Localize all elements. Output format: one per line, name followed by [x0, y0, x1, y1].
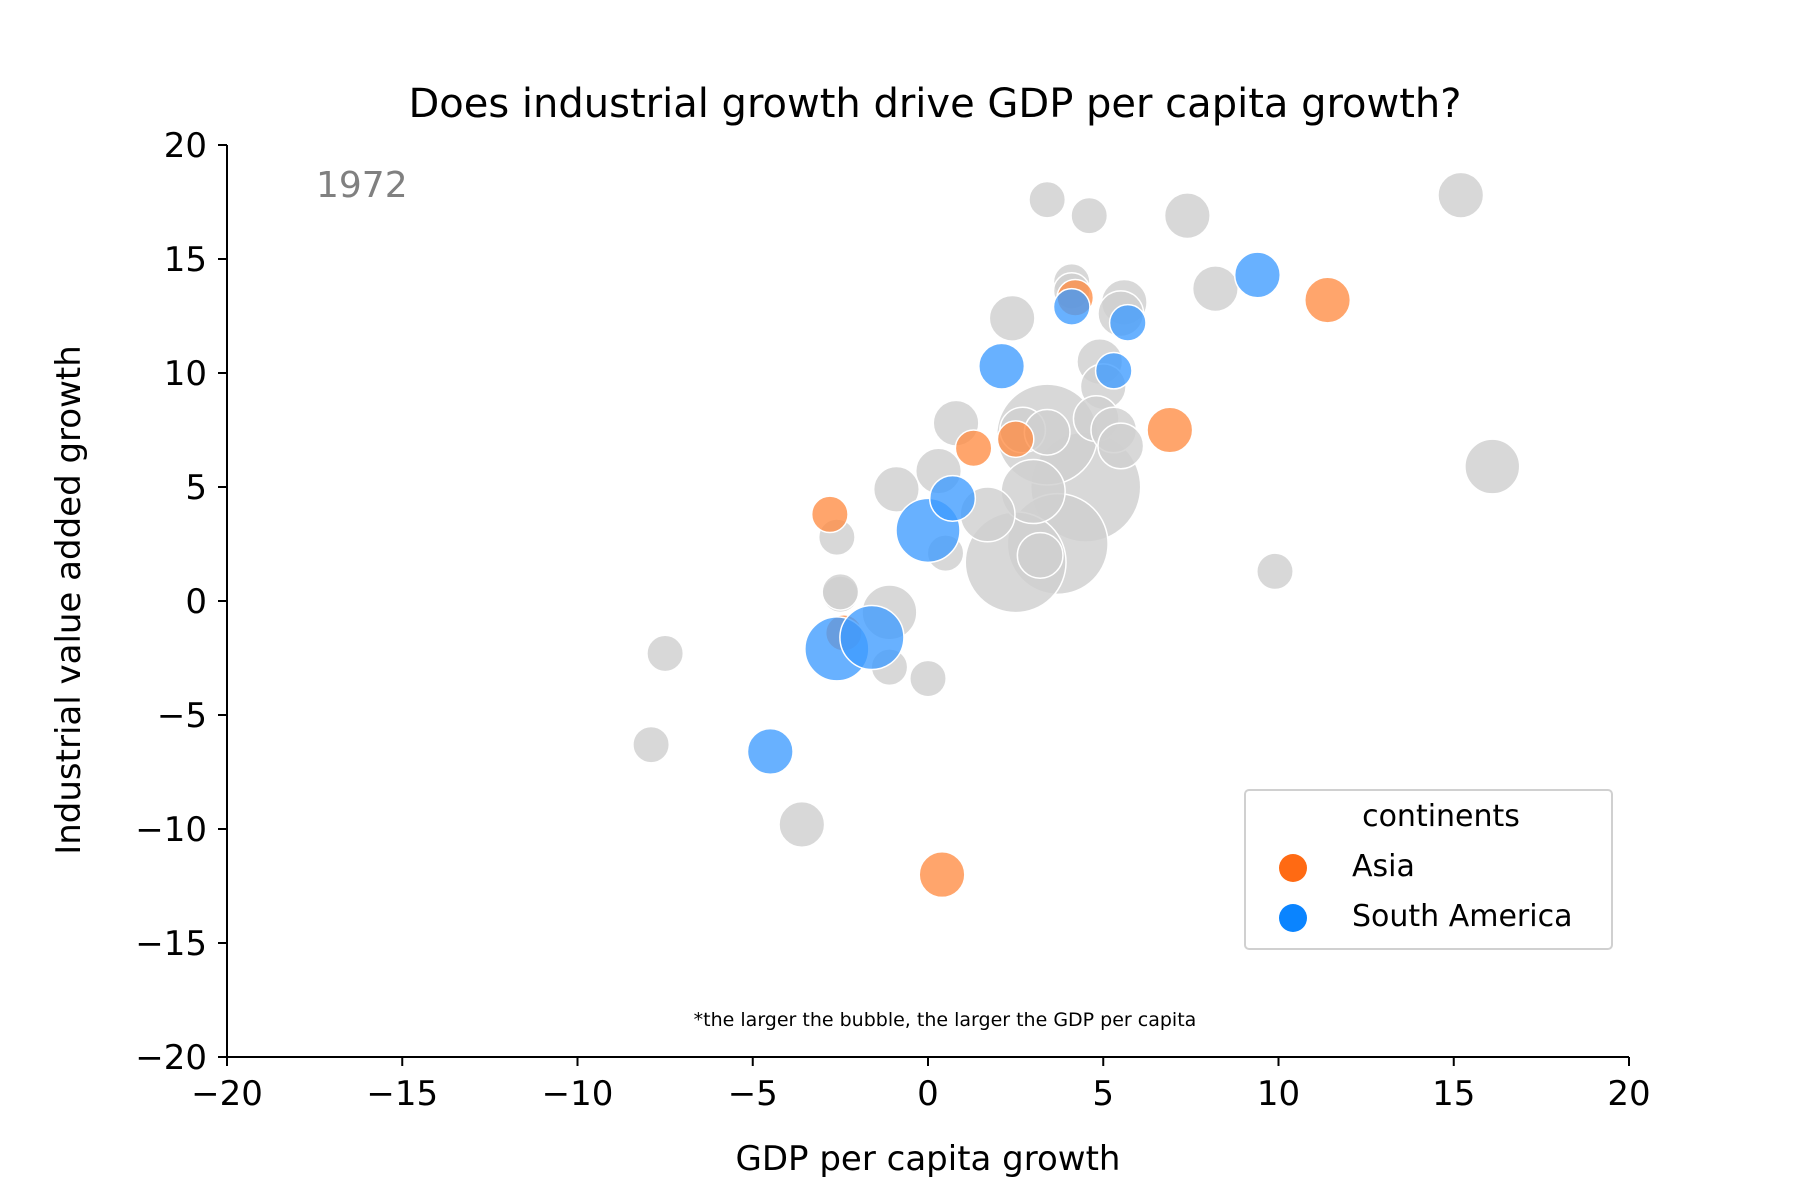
bubble-asia — [996, 420, 1035, 459]
y-tick-label: 15 — [164, 240, 207, 280]
legend-marker-asia — [1279, 854, 1307, 882]
legend-title: continents — [1362, 799, 1520, 834]
bubble-size-note: *the larger the bubble, the larger the G… — [694, 1009, 1197, 1031]
x-tick-label: 5 — [1092, 1074, 1114, 1114]
bubble-other — [1097, 422, 1145, 470]
legend-marker-south-america — [1279, 904, 1307, 932]
bubble-other — [1437, 171, 1485, 219]
y-axis-label: Industrial value added growth — [49, 345, 89, 855]
y-tick-label: 0 — [185, 582, 207, 622]
bubble-south-america — [978, 342, 1026, 390]
bubble-other — [872, 465, 921, 513]
y-tick-label: −5 — [157, 696, 207, 736]
bubble-south-america — [746, 727, 794, 776]
y-tick-label: −20 — [135, 1038, 207, 1078]
bubble-asia — [1146, 406, 1194, 454]
bubble-asia — [1304, 276, 1352, 324]
x-tick-label: −10 — [542, 1074, 614, 1114]
bubble-south-america — [928, 474, 977, 522]
x-tick-label: 15 — [1432, 1074, 1475, 1114]
x-tick-label: −15 — [366, 1074, 438, 1114]
y-tick-label: 20 — [164, 126, 207, 166]
y-tick-label: −15 — [135, 924, 207, 964]
bubble-asia — [810, 495, 849, 534]
x-tick-label: 0 — [917, 1074, 939, 1114]
bubble-other — [778, 800, 826, 848]
x-axis-label: GDP per capita growth — [736, 1139, 1121, 1179]
bubble-asia — [954, 429, 993, 468]
bubble-other — [821, 572, 860, 611]
bubble-other — [1191, 265, 1239, 313]
bubble-other — [632, 725, 671, 764]
bubble-other — [1256, 552, 1294, 591]
legend-label-asia: Asia — [1352, 849, 1415, 884]
bubble-south-america — [1108, 303, 1147, 342]
bubbles-continents — [746, 251, 1352, 899]
legend-label-south-america: South America — [1352, 899, 1572, 934]
x-axis-ticks: −20 −15 −10 −5 0 5 10 15 20 — [191, 1057, 1651, 1114]
bubble-other — [988, 294, 1036, 342]
chart-title: Does industrial growth drive GDP per cap… — [408, 81, 1461, 127]
bubble-other — [1464, 438, 1521, 495]
bubble-other — [1028, 180, 1067, 219]
bubble-south-america — [1094, 351, 1133, 390]
bubble-other — [909, 659, 947, 698]
bubble-other — [646, 634, 685, 673]
x-tick-label: 10 — [1257, 1074, 1300, 1114]
bubble-south-america — [839, 604, 905, 671]
x-tick-label: 20 — [1607, 1074, 1650, 1114]
bubble-other — [1016, 531, 1064, 579]
y-tick-label: −10 — [135, 810, 207, 850]
y-tick-label: 5 — [185, 468, 207, 508]
y-axis-ticks: −20 −15 −10 −5 0 5 10 15 20 — [135, 126, 227, 1078]
bubble-other — [1163, 192, 1211, 240]
x-tick-label: −20 — [191, 1074, 263, 1114]
bubble-south-america — [1052, 287, 1091, 326]
bubble-asia — [918, 851, 966, 899]
y-tick-label: 10 — [164, 354, 207, 394]
year-label: 1972 — [316, 165, 408, 206]
legend-box — [1244, 789, 1613, 950]
x-tick-label: −5 — [728, 1074, 778, 1114]
bubble-south-america — [1233, 251, 1282, 299]
legend: continents Asia South America — [1244, 789, 1613, 950]
bubble-other — [1070, 196, 1109, 235]
